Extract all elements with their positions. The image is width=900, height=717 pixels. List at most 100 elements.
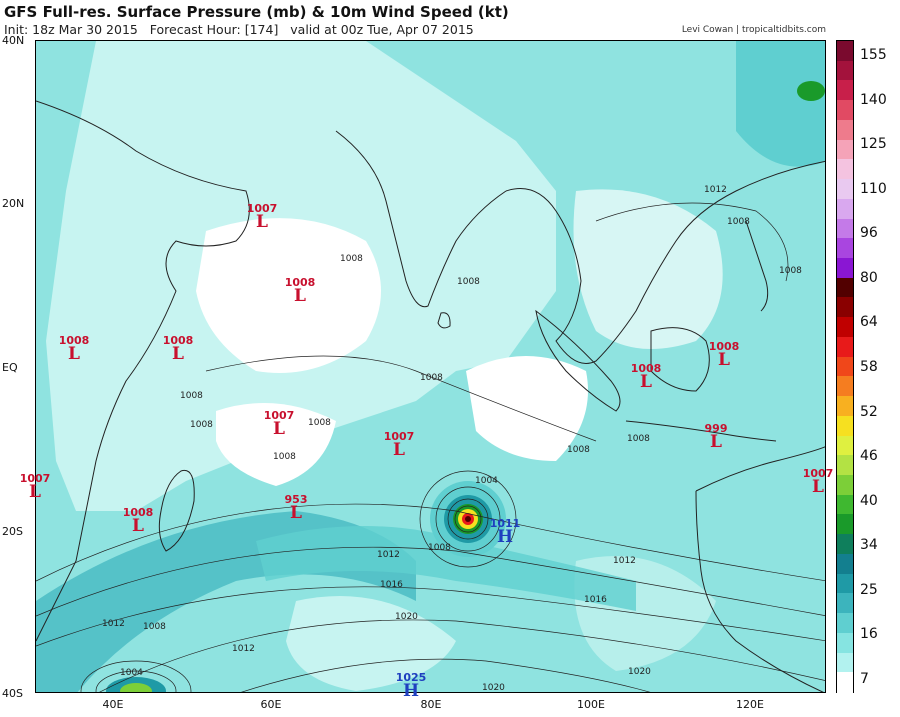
colorbar-cell xyxy=(837,41,853,62)
isobar-label: 1004 xyxy=(120,668,143,678)
forecast-hour: Forecast Hour: [174] xyxy=(149,22,279,37)
colorbar-cell xyxy=(837,139,853,160)
isobars xyxy=(36,202,825,692)
map-subtitle: Init: 18z Mar 30 2015 Forecast Hour: [17… xyxy=(4,22,474,37)
colorbar-cell xyxy=(837,218,853,239)
colorbar-label: 155 xyxy=(860,47,887,63)
colorbar-cell xyxy=(837,159,853,180)
map-canvas xyxy=(36,41,825,692)
colorbar-cell xyxy=(837,396,853,417)
isobar-label: 1020 xyxy=(628,667,651,677)
colorbar-label: 64 xyxy=(860,314,878,331)
colorbar-label: 40 xyxy=(860,492,878,509)
colorbar-cell xyxy=(837,119,853,141)
colorbar-cell xyxy=(837,356,853,377)
isobar-label: 1012 xyxy=(704,185,727,195)
isobar-label: 1008 xyxy=(273,452,296,462)
lon-label-40e: 40E xyxy=(102,698,124,711)
low-pressure-marker: 1008 L xyxy=(630,362,662,392)
isobar-label: 1008 xyxy=(428,543,451,553)
colorbar-cell xyxy=(837,534,853,555)
high-pressure-marker: 1011 H xyxy=(489,517,521,547)
isobar-label: 1012 xyxy=(232,644,255,654)
colorbar-cell xyxy=(837,494,853,516)
init-time: Init: 18z Mar 30 2015 xyxy=(4,22,138,37)
colorbar-label: 16 xyxy=(860,626,878,643)
isobar-label: 1004 xyxy=(475,476,498,486)
low-pressure-marker: 1008 L xyxy=(162,334,194,364)
low-pressure-marker: 1007 L xyxy=(802,467,834,497)
low-pressure-marker: 1008 L xyxy=(122,506,154,536)
isobar-label: 1020 xyxy=(395,612,418,622)
low-pressure-marker: 1007 L xyxy=(263,409,295,439)
colorbar-cell xyxy=(837,297,853,318)
isobar-label: 1008 xyxy=(180,391,203,401)
colorbar-cell xyxy=(837,277,853,299)
isobar-label: 1016 xyxy=(380,580,403,590)
colorbar-label: 80 xyxy=(860,269,878,286)
colorbar-label: 96 xyxy=(860,225,878,242)
isobar-label: 1008 xyxy=(727,217,750,227)
isobar-label: 1008 xyxy=(143,622,166,632)
colorbar-label: 58 xyxy=(860,359,878,375)
colorbar-cell xyxy=(837,60,853,82)
low-pressure-marker: 999 L xyxy=(704,422,728,452)
wind-shading xyxy=(36,41,825,692)
colorbar-label: 125 xyxy=(860,136,887,153)
colorbar-cell xyxy=(837,80,853,101)
isobar-label: 1016 xyxy=(584,595,607,605)
weather-map xyxy=(35,40,826,693)
colorbar-cell xyxy=(837,455,853,476)
credit: Levi Cowan | tropicaltidbits.com xyxy=(681,25,826,35)
low-pressure-marker: 1008 L xyxy=(284,276,316,306)
colorbar-cell xyxy=(837,258,853,279)
colorbar-cell xyxy=(837,317,853,338)
isobar-label: 1008 xyxy=(190,420,213,430)
wind-speed-colorbar xyxy=(836,40,854,693)
lon-label-100e: 100E xyxy=(577,698,605,711)
colorbar-cell xyxy=(837,514,853,535)
colorbar-cell xyxy=(837,593,853,614)
isobar-label: 1012 xyxy=(102,619,125,629)
high-pressure-marker: 1025 H xyxy=(395,671,427,701)
colorbar-label: 7 xyxy=(860,671,869,687)
colorbar-cell xyxy=(837,435,853,456)
low-pressure-marker: 1008 L xyxy=(58,334,90,364)
lat-label-20s: 20S xyxy=(2,525,23,538)
isobar-label: 1008 xyxy=(567,445,590,455)
isobar-label: 1008 xyxy=(627,434,650,444)
colorbar-label: 25 xyxy=(860,581,878,598)
colorbar-label: 34 xyxy=(860,537,878,554)
isobar-label: 1008 xyxy=(308,418,331,428)
low-pressure-marker: 1007 L xyxy=(246,202,278,232)
colorbar-cell xyxy=(837,652,853,673)
isobar-label: 1020 xyxy=(482,683,505,693)
colorbar-label: 52 xyxy=(860,403,878,420)
isobar-label: 1012 xyxy=(613,556,636,566)
colorbar-cell xyxy=(837,238,853,259)
isobar-label: 1008 xyxy=(457,277,480,287)
colorbar-cell xyxy=(837,613,853,634)
colorbar-cell xyxy=(837,415,853,437)
lat-label-40s: 40S xyxy=(2,687,23,700)
valid-time: valid at 00z Tue, Apr 07 2015 xyxy=(290,22,474,37)
colorbar-cell xyxy=(837,100,853,121)
colorbar-label: 140 xyxy=(860,91,887,108)
coastlines xyxy=(36,100,825,692)
lon-label-80e: 80E xyxy=(420,698,442,711)
low-pressure-marker: 953 L xyxy=(284,493,308,523)
colorbar-cell xyxy=(837,553,853,575)
colorbar-cell xyxy=(837,573,853,594)
low-pressure-marker: 1007 L xyxy=(19,472,51,502)
low-pressure-marker: 1007 L xyxy=(383,430,415,460)
colorbar-cell xyxy=(837,179,853,200)
isobar-label: 1012 xyxy=(377,550,400,560)
isobar-label: 1008 xyxy=(779,266,802,276)
map-title: GFS Full-res. Surface Pressure (mb) & 10… xyxy=(4,3,509,21)
lat-label-eq: EQ xyxy=(2,361,18,374)
colorbar-label: 46 xyxy=(860,448,878,465)
lat-label-40n: 40N xyxy=(2,34,25,47)
colorbar-cell xyxy=(837,376,853,397)
low-pressure-marker: 1008 L xyxy=(708,340,740,370)
colorbar-cell xyxy=(837,632,853,654)
